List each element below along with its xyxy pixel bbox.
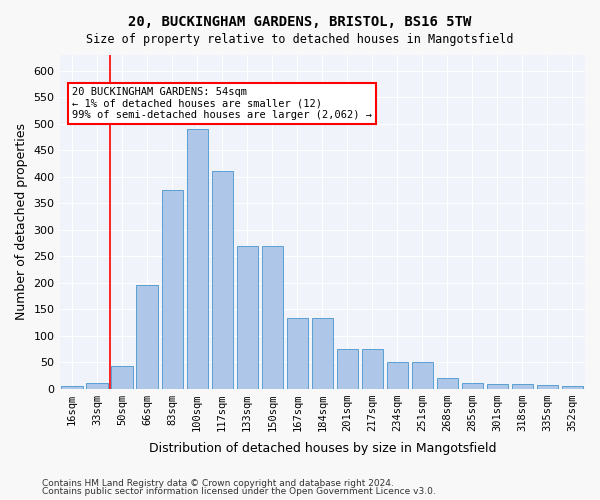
Bar (437, 378, 458, 388)
Bar (387, 362, 408, 388)
Text: Contains public sector information licensed under the Open Government Licence v3: Contains public sector information licen… (42, 487, 436, 496)
Bar (287, 318, 308, 388)
Bar (487, 384, 508, 388)
Bar (187, 129, 208, 388)
Bar (86, 383, 108, 388)
Bar (462, 382, 483, 388)
Bar (537, 386, 558, 388)
Bar (337, 349, 358, 389)
Text: Contains HM Land Registry data © Crown copyright and database right 2024.: Contains HM Land Registry data © Crown c… (42, 478, 394, 488)
Bar (311, 318, 333, 388)
Bar (61, 386, 83, 388)
Bar (136, 286, 158, 389)
Bar (412, 362, 433, 388)
Bar (262, 246, 283, 388)
X-axis label: Distribution of detached houses by size in Mangotsfield: Distribution of detached houses by size … (149, 442, 496, 455)
Bar (161, 190, 183, 388)
Bar (112, 366, 133, 388)
Bar (236, 246, 258, 388)
Text: Size of property relative to detached houses in Mangotsfield: Size of property relative to detached ho… (86, 32, 514, 46)
Text: 20, BUCKINGHAM GARDENS, BRISTOL, BS16 5TW: 20, BUCKINGHAM GARDENS, BRISTOL, BS16 5T… (128, 15, 472, 29)
Bar (562, 386, 583, 388)
Y-axis label: Number of detached properties: Number of detached properties (15, 124, 28, 320)
Text: 20 BUCKINGHAM GARDENS: 54sqm
← 1% of detached houses are smaller (12)
99% of sem: 20 BUCKINGHAM GARDENS: 54sqm ← 1% of det… (72, 87, 372, 120)
Bar (362, 349, 383, 389)
Bar (512, 384, 533, 388)
Bar (212, 172, 233, 388)
